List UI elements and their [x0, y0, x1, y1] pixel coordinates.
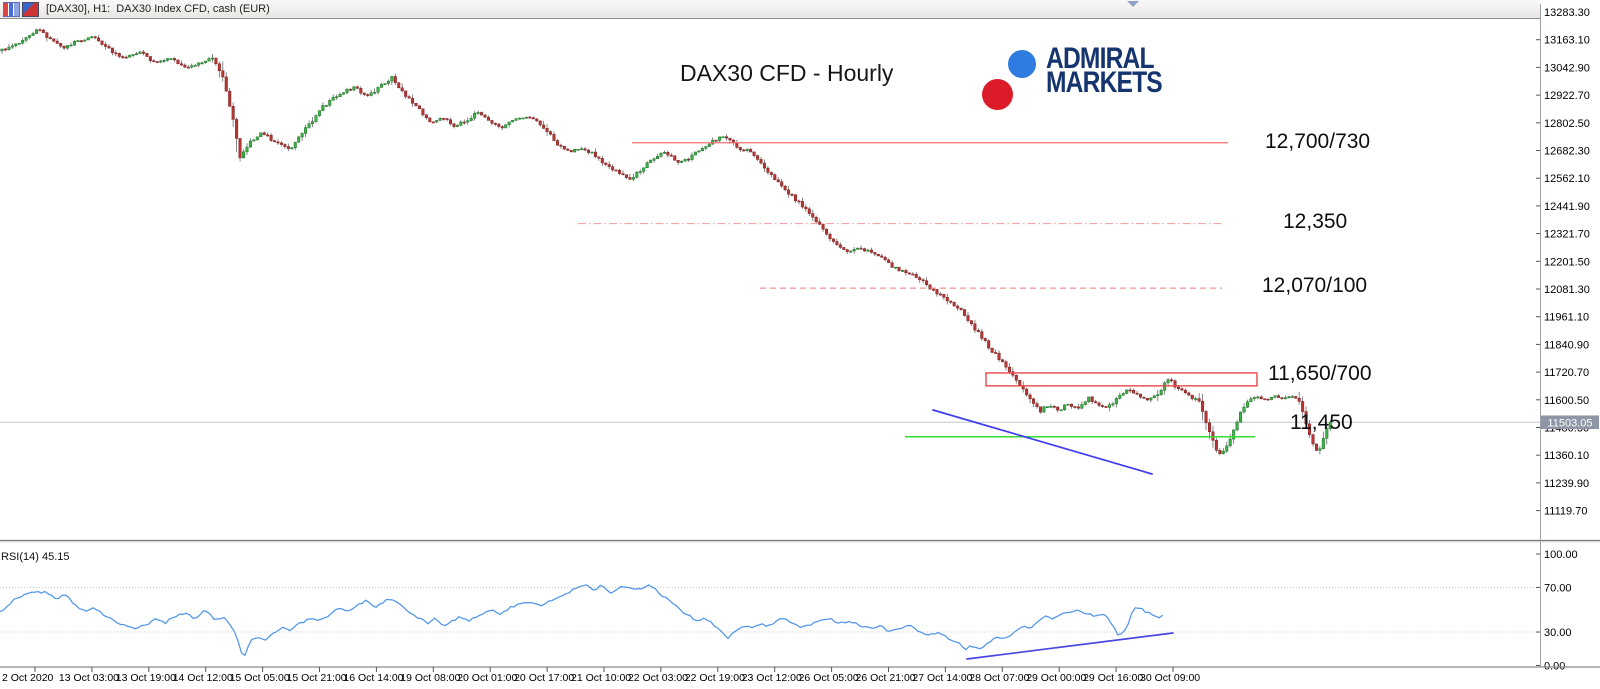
svg-text:19 Oct 08:00: 19 Oct 08:00	[400, 672, 460, 684]
support-resistance-layer	[578, 142, 1258, 438]
svg-text:15 Oct 05:00: 15 Oct 05:00	[230, 672, 290, 684]
svg-text:27 Oct 14:00: 27 Oct 14:00	[912, 672, 972, 684]
current-price-badge	[1541, 415, 1599, 430]
svg-text:20 Oct 17:00: 20 Oct 17:00	[514, 672, 574, 684]
svg-text:16 Oct 14:00: 16 Oct 14:00	[343, 672, 403, 684]
svg-text:11119.70: 11119.70	[1544, 506, 1587, 518]
svg-text:30.00: 30.00	[1544, 627, 1572, 639]
trendlines-layer	[932, 409, 1174, 660]
svg-text:12441.90: 12441.90	[1544, 201, 1590, 213]
rsi-line	[0, 584, 1164, 656]
svg-text:2 Oct 2020: 2 Oct 2020	[2, 672, 54, 684]
label-support-11450: 11,450	[1290, 411, 1353, 434]
rsi-trendline	[966, 632, 1174, 660]
svg-text:30 Oct 09:00: 30 Oct 09:00	[1140, 672, 1200, 684]
rsi-indicator-label: RSI(14) 45.15	[1, 551, 70, 563]
svg-text:22 Oct 19:00: 22 Oct 19:00	[685, 672, 745, 684]
pane-frame-layer	[0, 4, 1600, 668]
svg-text:100.00: 100.00	[1544, 549, 1578, 561]
label-level-12070: 12,070/100	[1262, 274, 1368, 297]
svg-text:12081.30: 12081.30	[1544, 284, 1590, 296]
svg-text:28 Oct 07:00: 28 Oct 07:00	[969, 672, 1029, 684]
zone-11650	[985, 372, 1258, 387]
svg-text:20 Oct 01:00: 20 Oct 01:00	[457, 672, 517, 684]
svg-text:23 Oct 12:00: 23 Oct 12:00	[742, 672, 802, 684]
svg-text:13 Oct 19:00: 13 Oct 19:00	[116, 672, 176, 684]
svg-text:12682.30: 12682.30	[1544, 146, 1590, 158]
logo-red-circle-icon	[982, 79, 1013, 110]
logo-line1: ADMIRAL	[1046, 42, 1154, 75]
candles-layer	[0, 27, 1332, 456]
logo-text: ADMIRAL MARKETS	[1046, 42, 1163, 99]
label-level-12350: 12,350	[1283, 210, 1348, 233]
chart-bars-icon	[22, 2, 39, 17]
svg-text:13042.90: 13042.90	[1544, 62, 1590, 74]
svg-text:11840.90: 11840.90	[1544, 339, 1589, 351]
chart-grid-icon	[3, 2, 20, 17]
label-resistance-12700: 12,700/730	[1265, 130, 1371, 153]
svg-text:13283.30: 13283.30	[1544, 7, 1590, 19]
svg-text:26 Oct 21:00: 26 Oct 21:00	[856, 672, 916, 684]
svg-text:12562.10: 12562.10	[1544, 173, 1590, 185]
svg-text:13163.10: 13163.10	[1544, 35, 1590, 47]
label-zone-11650: 11,650/700	[1268, 362, 1372, 385]
svg-text:29 Oct 16:00: 29 Oct 16:00	[1083, 672, 1143, 684]
logo-blue-circle-icon	[1006, 48, 1038, 80]
logo-line2: MARKETS	[1046, 66, 1163, 99]
svg-text:11600.50: 11600.50	[1544, 395, 1589, 407]
svg-text:12802.50: 12802.50	[1544, 118, 1590, 130]
svg-text:15 Oct 21:00: 15 Oct 21:00	[287, 672, 347, 684]
svg-text:11720.70: 11720.70	[1544, 367, 1589, 379]
svg-text:12321.70: 12321.70	[1544, 229, 1590, 241]
chart-shift-marker-icon	[1127, 1, 1139, 7]
window-titlebar[interactable]: [DAX30], H1: DAX30 Index CFD, cash (EUR)	[0, 0, 1540, 19]
svg-text:13 Oct 03:00: 13 Oct 03:00	[59, 672, 119, 684]
svg-text:70.00: 70.00	[1544, 582, 1572, 594]
svg-text:21 Oct 10:00: 21 Oct 10:00	[571, 672, 631, 684]
window-title: [DAX30], H1: DAX30 Index CFD, cash (EUR)	[46, 3, 270, 15]
svg-text:12201.50: 12201.50	[1544, 256, 1590, 268]
svg-text:14 Oct 12:00: 14 Oct 12:00	[173, 672, 233, 684]
svg-text:11360.10: 11360.10	[1544, 450, 1589, 462]
price-trendline	[932, 409, 1153, 475]
svg-text:11239.90: 11239.90	[1544, 478, 1589, 490]
svg-text:11961.10: 11961.10	[1544, 312, 1589, 324]
svg-text:11503.05: 11503.05	[1547, 417, 1592, 429]
chart-title: DAX30 CFD - Hourly	[680, 60, 894, 86]
svg-text:29 Oct 00:00: 29 Oct 00:00	[1026, 672, 1086, 684]
svg-text:12922.70: 12922.70	[1544, 90, 1590, 102]
svg-text:26 Oct 05:00: 26 Oct 05:00	[799, 672, 859, 684]
svg-text:22 Oct 03:00: 22 Oct 03:00	[628, 672, 688, 684]
price-axis: 13283.30 13163.10 13042.90 12922.70 12802.50…	[1536, 7, 1599, 518]
admiral-markets-logo: ADMIRAL MARKETS	[950, 40, 1180, 110]
